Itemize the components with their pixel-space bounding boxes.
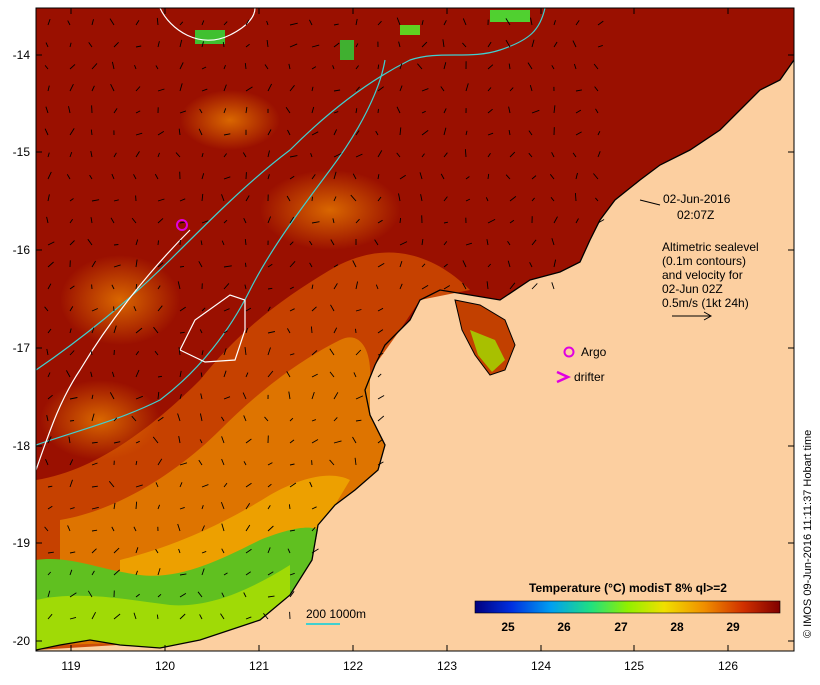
lat-tick-label: -16 (13, 243, 31, 257)
green-patch (340, 40, 354, 60)
altimetry-line: Altimetric sealevel (662, 240, 759, 254)
lon-tick-label: 123 (437, 659, 457, 673)
lon-tick-label: 122 (343, 659, 363, 673)
velocity-arrow (70, 421, 74, 422)
lon-tick-label: 125 (624, 659, 644, 673)
plot-area (36, 8, 794, 651)
colorbar-gradient (475, 601, 780, 613)
velocity-arrow (356, 329, 357, 333)
warm-patch (40, 380, 160, 460)
velocity-arrow (158, 240, 159, 245)
lon-tick-label: 121 (249, 659, 269, 673)
lat-tick-label: -18 (13, 439, 31, 453)
lat-tick-label: -19 (13, 536, 31, 550)
depth-scale-label: 200 1000m (306, 607, 366, 621)
colorbar-tick: 29 (726, 620, 740, 634)
lon-tick-label: 120 (155, 659, 175, 673)
velocity-arrow (465, 149, 466, 157)
lat-tick-label: -14 (13, 48, 31, 62)
drifter-label: drifter (574, 370, 605, 384)
velocity-arrow (311, 327, 312, 334)
velocity-arrow (245, 263, 246, 267)
lat-tick-label: -17 (13, 341, 31, 355)
argo-label: Argo (581, 345, 607, 359)
time-label: 02:07Z (677, 208, 714, 222)
lat-tick-label: -15 (13, 145, 31, 159)
velocity-arrow (312, 197, 313, 201)
altimetry-line: 02-Jun 02Z (662, 282, 723, 296)
credit-text: © IMOS 09-Jun-2016 11:11:37 Hobart time (802, 430, 814, 638)
green-patch (400, 25, 420, 35)
colorbar-tick: 26 (557, 620, 571, 634)
lat-tick-label: -20 (13, 634, 31, 648)
velocity-arrow (289, 504, 290, 509)
colorbar-tick: 28 (670, 620, 684, 634)
velocity-arrow (114, 245, 118, 246)
velocity-arrow (180, 266, 184, 267)
colorbar-tick: 27 (614, 620, 628, 634)
colorbar-tick: 25 (501, 620, 515, 634)
velocity-arrow (136, 502, 137, 509)
green-patch (490, 10, 530, 22)
altimetry-line: 0.5m/s (1kt 24h) (662, 296, 749, 310)
altimetry-line: (0.1m contours) (662, 254, 746, 268)
colorbar-title: Temperature (°C) modisT 8% ql>=2 (529, 581, 727, 595)
velocity-arrow (400, 218, 401, 223)
lon-tick-label: 119 (61, 659, 80, 673)
date-label: 02-Jun-2016 (663, 192, 731, 206)
lon-tick-label: 124 (531, 659, 551, 673)
green-patch (195, 30, 225, 44)
lon-tick-label: 126 (718, 659, 738, 673)
velocity-arrow (378, 109, 379, 113)
warm-patch (180, 90, 280, 150)
altimetry-line: and velocity for (662, 268, 743, 282)
velocity-arrow (575, 193, 576, 201)
